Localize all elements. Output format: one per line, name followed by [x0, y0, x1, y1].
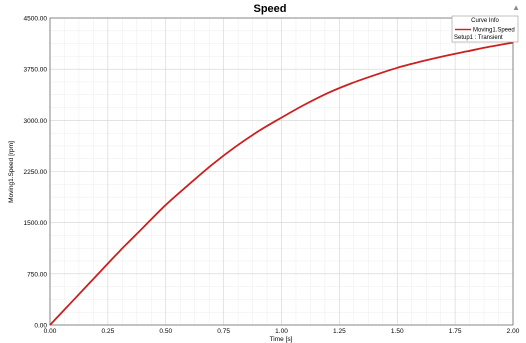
x-tick-label: 0.50: [159, 328, 172, 335]
legend-entry-series: Moving1.Speed: [473, 28, 515, 34]
y-tick-label: 0.00: [34, 323, 47, 330]
x-tick-label: 1.50: [391, 328, 404, 335]
corner-triangle-icon[interactable]: ▲: [512, 3, 520, 12]
legend-title: Curve Info: [471, 18, 499, 24]
y-tick-label: 4500.00: [24, 16, 48, 23]
plot-frame: [49, 17, 514, 326]
x-tick-label: 1.00: [275, 328, 288, 335]
y-tick-label: 3000.00: [24, 118, 48, 125]
series-layer: [49, 41, 514, 326]
y-axis-label: Moving1.Speed [rpm]: [8, 141, 15, 203]
legend[interactable]: Curve Info Moving1.Speed Setup1 : Transi…: [451, 15, 519, 43]
x-tick-label: 0.75: [217, 328, 230, 335]
y-tick-label: 1500.00: [24, 220, 48, 227]
major-grid: [49, 17, 514, 326]
chart-title: Speed: [253, 3, 286, 15]
series-line-moving1-speed: [49, 41, 514, 326]
x-tick-label: 2.00: [507, 328, 520, 335]
y-tick-labels: 0.00 750.00 1500.00 2250.00 3000.00 3750.00 45…: [24, 16, 48, 330]
x-tick-label: 1.75: [449, 328, 462, 335]
x-tick-labels: 0.00 0.25 0.50 0.75 1.00 1.25 1.50 1.75 2.00: [44, 328, 520, 335]
y-tick-label: 750.00: [27, 271, 47, 278]
y-tick-label: 2250.00: [24, 169, 48, 176]
x-tick-label: 0.00: [44, 328, 57, 335]
y-tick-label: 3750.00: [24, 67, 48, 74]
legend-entry-setup: Setup1 : Transient: [454, 35, 503, 41]
x-tick-label: 0.25: [102, 328, 115, 335]
x-axis-label: Time [s]: [270, 336, 293, 343]
x-tick-label: 1.25: [333, 328, 346, 335]
